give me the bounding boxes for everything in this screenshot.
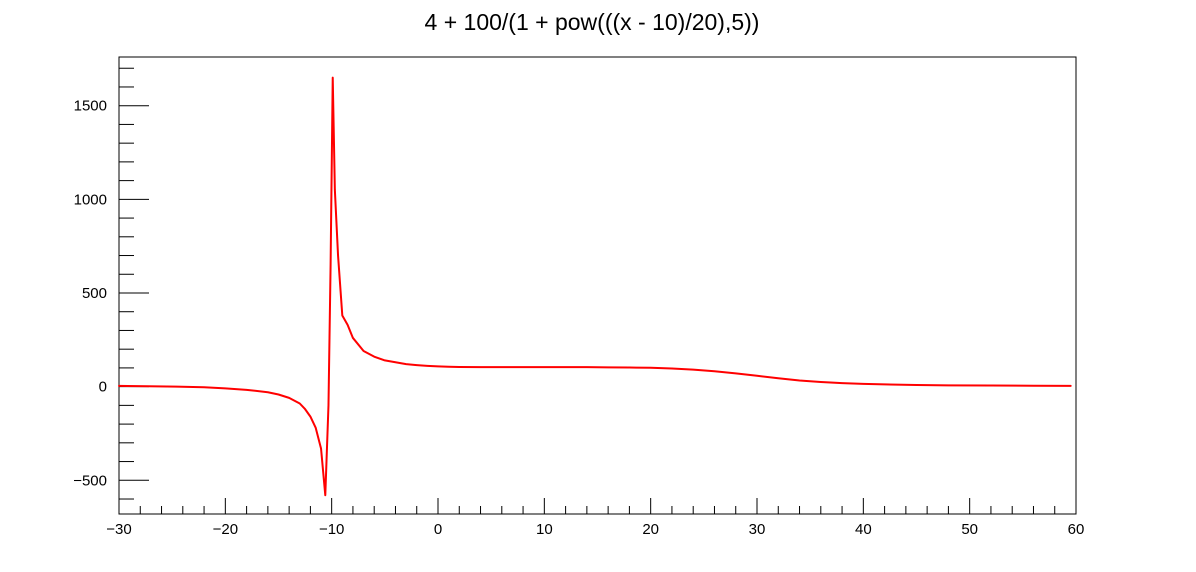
y-tick-label: 1500 xyxy=(74,98,107,115)
x-tick-label: −20 xyxy=(213,521,238,538)
x-tick-label: 50 xyxy=(961,521,978,538)
x-tick-label: 10 xyxy=(536,521,553,538)
x-tick-label: 0 xyxy=(434,521,442,538)
x-tick-label: 60 xyxy=(1068,521,1085,538)
x-tick-label: −10 xyxy=(319,521,344,538)
x-tick-label: 30 xyxy=(749,521,766,538)
y-tick-label: 0 xyxy=(99,379,107,396)
axis-labels-layer: −30 −20 −10 0 10 20 30 40 50 60 −500 0 500 1000 1500 xyxy=(73,98,1084,538)
y-tick-label: 500 xyxy=(82,285,107,302)
x-tick-label: −30 xyxy=(106,521,131,538)
series-layer xyxy=(118,76,1072,497)
x-tick-label: 20 xyxy=(642,521,659,538)
chart-title: 4 + 100/(1 + pow(((x - 10)/20),5)) xyxy=(425,9,760,35)
y-tick-label: 1000 xyxy=(74,191,107,208)
plot-frame xyxy=(118,56,1077,515)
series-line xyxy=(118,76,1072,497)
x-tick-label: 40 xyxy=(855,521,872,538)
plot-frame-layer xyxy=(118,56,1077,515)
axis-ticks-layer xyxy=(118,67,1077,514)
y-tick-label: −500 xyxy=(73,472,107,489)
